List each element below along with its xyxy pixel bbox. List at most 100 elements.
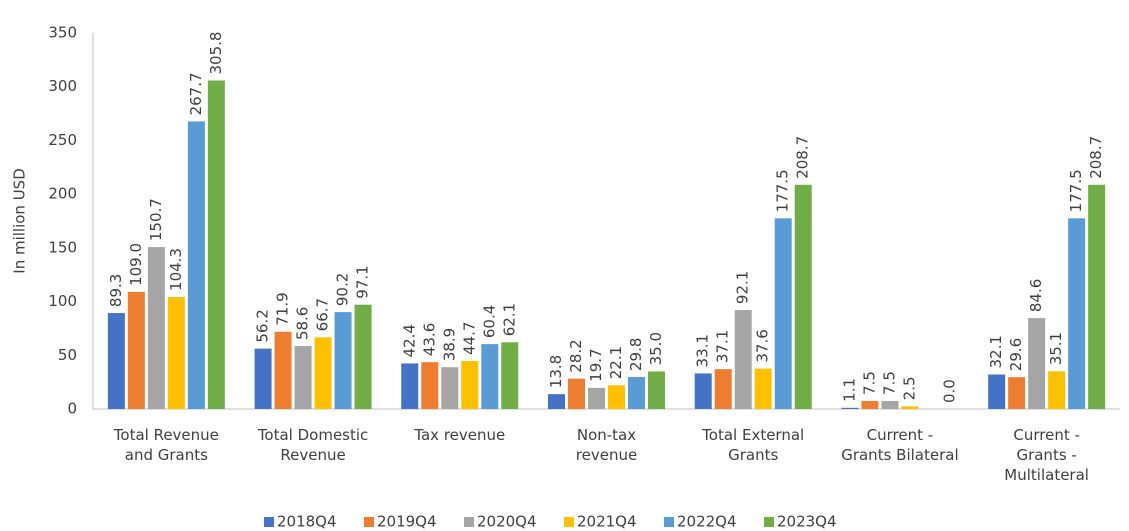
bar — [988, 374, 1006, 409]
data-label: 35.1 — [1047, 332, 1065, 365]
legend-label: 2023Q4 — [777, 513, 837, 531]
data-label: 29.8 — [627, 338, 645, 371]
legend-label: 2022Q4 — [677, 513, 737, 531]
data-label: 7.5 — [860, 371, 878, 395]
data-label: 43.6 — [420, 323, 438, 356]
data-label: 177.5 — [774, 169, 792, 212]
bar — [608, 385, 625, 409]
data-label: 2.5 — [900, 376, 918, 400]
data-label: 267.7 — [187, 72, 205, 115]
bar — [1068, 218, 1086, 409]
data-label: 305.8 — [207, 32, 225, 75]
bar — [481, 344, 499, 409]
x-tick-label: Non-tax revenue — [575, 426, 638, 464]
bar — [568, 378, 585, 409]
data-label: 0.0 — [940, 379, 958, 403]
x-tick-label: Total Revenue and Grants — [113, 426, 219, 464]
legend-label: 2020Q4 — [477, 513, 537, 531]
data-label: 89.3 — [107, 274, 125, 307]
bar — [1028, 318, 1046, 409]
data-label: 42.4 — [400, 324, 418, 357]
data-label: 109.0 — [127, 243, 145, 286]
y-tick-label: 0 — [67, 400, 77, 418]
data-label: 66.7 — [314, 298, 332, 331]
data-label: 32.1 — [987, 335, 1005, 368]
bar — [1008, 377, 1026, 409]
bar — [714, 369, 732, 409]
bar — [734, 310, 752, 409]
data-label: 13.8 — [547, 355, 565, 388]
data-label: 28.2 — [567, 339, 585, 372]
legend-label: 2019Q4 — [377, 513, 437, 531]
bar — [254, 348, 272, 409]
bar — [881, 400, 899, 409]
bar — [694, 373, 712, 409]
x-tick-label: Current - Grants Bilateral — [841, 426, 959, 464]
data-label: 71.9 — [274, 292, 292, 325]
bar — [901, 406, 919, 409]
data-label: 37.6 — [754, 329, 772, 362]
data-label: 29.6 — [1007, 338, 1025, 371]
bar — [187, 121, 205, 410]
data-label: 19.7 — [587, 348, 605, 381]
data-label: 60.4 — [480, 305, 498, 338]
bar — [794, 184, 812, 409]
data-label: 208.7 — [1087, 136, 1105, 179]
bar — [147, 247, 165, 409]
data-label: 97.1 — [354, 265, 372, 298]
bar — [207, 80, 225, 409]
data-label: 56.2 — [254, 309, 272, 342]
x-tick-label: Total Domestic Revenue — [257, 426, 369, 464]
y-tick-label: 50 — [58, 346, 77, 364]
legend-swatch — [264, 517, 274, 527]
bar — [628, 376, 645, 409]
bar — [501, 342, 519, 409]
bar — [401, 363, 419, 409]
data-label: 22.1 — [607, 346, 625, 379]
data-label: 44.7 — [460, 322, 478, 355]
x-tick-label: Current - Grants - Multilateral — [1004, 426, 1089, 484]
bar — [334, 312, 352, 409]
bar — [1048, 371, 1066, 409]
bar — [754, 368, 772, 409]
bar — [588, 387, 605, 409]
data-label: 1.1 — [840, 378, 858, 402]
data-label: 177.5 — [1067, 169, 1085, 212]
data-label: 7.5 — [880, 371, 898, 395]
bar — [841, 407, 859, 409]
legend-swatch — [364, 517, 374, 527]
y-tick-label: 150 — [48, 238, 77, 256]
x-tick-label: Tax revenue — [414, 426, 506, 444]
y-tick-label: 100 — [48, 292, 77, 310]
bar — [648, 371, 665, 409]
data-label: 38.9 — [440, 328, 458, 361]
legend-swatch — [564, 517, 574, 527]
bar — [294, 346, 312, 409]
data-label: 58.6 — [294, 307, 312, 340]
y-tick-label: 350 — [48, 24, 77, 42]
legend-swatch — [664, 517, 674, 527]
bar — [167, 296, 185, 409]
y-tick-label: 250 — [48, 131, 77, 149]
data-label: 90.2 — [334, 273, 352, 306]
bar — [107, 313, 125, 409]
data-label: 92.1 — [734, 271, 752, 304]
y-tick-label: 200 — [48, 185, 77, 203]
legend-swatch — [764, 517, 774, 527]
legend-swatch — [464, 517, 474, 527]
y-axis-title: In million USD — [11, 168, 29, 273]
data-label: 208.7 — [794, 136, 812, 179]
data-label: 104.3 — [167, 248, 185, 291]
data-label: 62.1 — [500, 303, 518, 336]
x-tick-label: Total External Grants — [702, 426, 805, 464]
data-label: 150.7 — [147, 198, 165, 241]
data-label: 37.1 — [714, 330, 732, 363]
bar — [441, 367, 459, 409]
bar — [314, 337, 332, 409]
bar — [548, 394, 565, 409]
bar — [274, 331, 292, 409]
bar — [461, 360, 479, 409]
data-label: 84.6 — [1027, 279, 1045, 312]
